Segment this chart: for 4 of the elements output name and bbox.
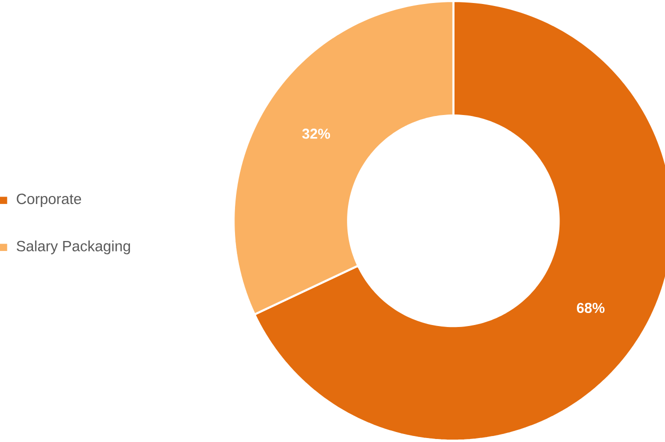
data-label: 68%	[576, 303, 605, 314]
legend-label: Salary Packaging	[16, 240, 130, 254]
legend-label: Corporate	[16, 194, 82, 208]
data-label: 32%	[302, 128, 330, 139]
